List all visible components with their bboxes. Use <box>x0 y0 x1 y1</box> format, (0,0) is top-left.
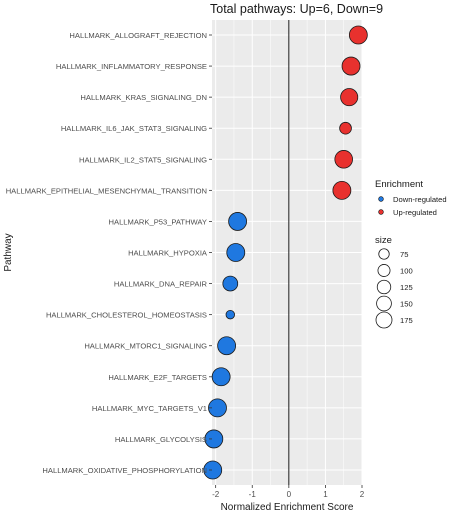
y-tick-labels: HALLMARK_ALLOGRAFT_REJECTION HALLMARK_INF… <box>6 31 212 475</box>
y-tick-label: HALLMARK_P53_PATHWAY <box>109 217 207 226</box>
data-point <box>222 275 239 292</box>
y-tick-label: HALLMARK_IL6_JAK_STAT3_SIGNALING <box>61 124 207 133</box>
legend-enrichment-title: Enrichment <box>375 179 423 190</box>
y-tick-label: HALLMARK_E2F_TARGETS <box>108 373 207 382</box>
legend-size-label: 100 <box>400 267 413 276</box>
y-tick-label: HALLMARK_HYPOXIA <box>128 249 208 258</box>
x-tick-label: 2 <box>360 490 365 499</box>
legend-size-label: 125 <box>400 283 413 292</box>
data-point <box>217 336 237 356</box>
y-tick-label: HALLMARK_GLYCOLYSIS <box>115 435 207 444</box>
data-point <box>228 212 248 231</box>
data-point <box>348 25 368 45</box>
y-tick-label: HALLMARK_KRAS_SIGNALING_DN <box>80 93 207 102</box>
legend-size-label: 150 <box>400 300 413 309</box>
data-point <box>225 309 235 320</box>
legend-size-circle <box>376 295 392 312</box>
legend: Enrichment Down-regulated Up-regulated si… <box>375 179 447 329</box>
x-axis-label: Normalized Enrichment Score <box>221 502 354 513</box>
y-tick-label: HALLMARK_DNA_REPAIR <box>114 280 208 289</box>
legend-size-items: 75 100 125 150 175 <box>375 248 413 329</box>
legend-enrichment-label: Down-regulated <box>393 195 447 204</box>
y-tick-label: HALLMARK_INFLAMMATORY_RESPONSE <box>56 62 207 71</box>
legend-size-circle <box>375 311 393 329</box>
x-tick-label: 1 <box>323 490 328 499</box>
data-point <box>332 180 352 200</box>
data-points <box>203 25 368 480</box>
legend-enrichment-swatch <box>378 196 384 202</box>
x-tick-label: -1 <box>249 490 257 499</box>
data-point <box>208 398 227 418</box>
data-point <box>211 367 231 387</box>
legend-enrichment-items: Down-regulated Up-regulated <box>378 195 447 217</box>
legend-enrichment-swatch <box>378 209 384 215</box>
y-tick-label: HALLMARK_MTORC1_SIGNALING <box>84 342 207 351</box>
legend-size-circle <box>378 248 390 260</box>
legend-size-label: 175 <box>400 316 413 325</box>
y-tick-label: HALLMARK_IL2_STAT5_SIGNALING <box>79 155 207 164</box>
data-point <box>340 88 359 107</box>
data-point <box>204 429 224 449</box>
x-tick-label: -2 <box>212 490 220 499</box>
x-tick-label: 0 <box>287 490 292 499</box>
y-tick-label: HALLMARK_EPITHELIAL_MESENCHYMAL_TRANSITI… <box>6 186 207 195</box>
y-axis-label: Pathway <box>3 233 14 271</box>
y-tick-label: HALLMARK_MYC_TARGETS_V1 <box>92 404 207 413</box>
legend-size-label: 75 <box>400 250 408 259</box>
legend-enrichment-label: Up-regulated <box>393 208 437 217</box>
data-point <box>226 243 246 262</box>
legend-size-circle <box>376 279 392 295</box>
legend-size-title: size <box>375 235 392 246</box>
data-point <box>203 460 223 480</box>
data-point <box>334 150 353 169</box>
chart-title: Total pathways: Up=6, Down=9 <box>210 2 383 16</box>
data-point <box>341 56 361 76</box>
x-tick-labels: -2 -1 0 1 2 <box>212 485 365 499</box>
y-tick-label: HALLMARK_ALLOGRAFT_REJECTION <box>69 31 207 40</box>
data-point <box>339 121 352 135</box>
y-tick-label: HALLMARK_CHOLESTEROL_HOMEOSTASIS <box>46 311 207 320</box>
legend-size-circle <box>377 264 391 277</box>
y-tick-label: HALLMARK_OXIDATIVE_PHOSPHORYLATION <box>42 466 207 475</box>
